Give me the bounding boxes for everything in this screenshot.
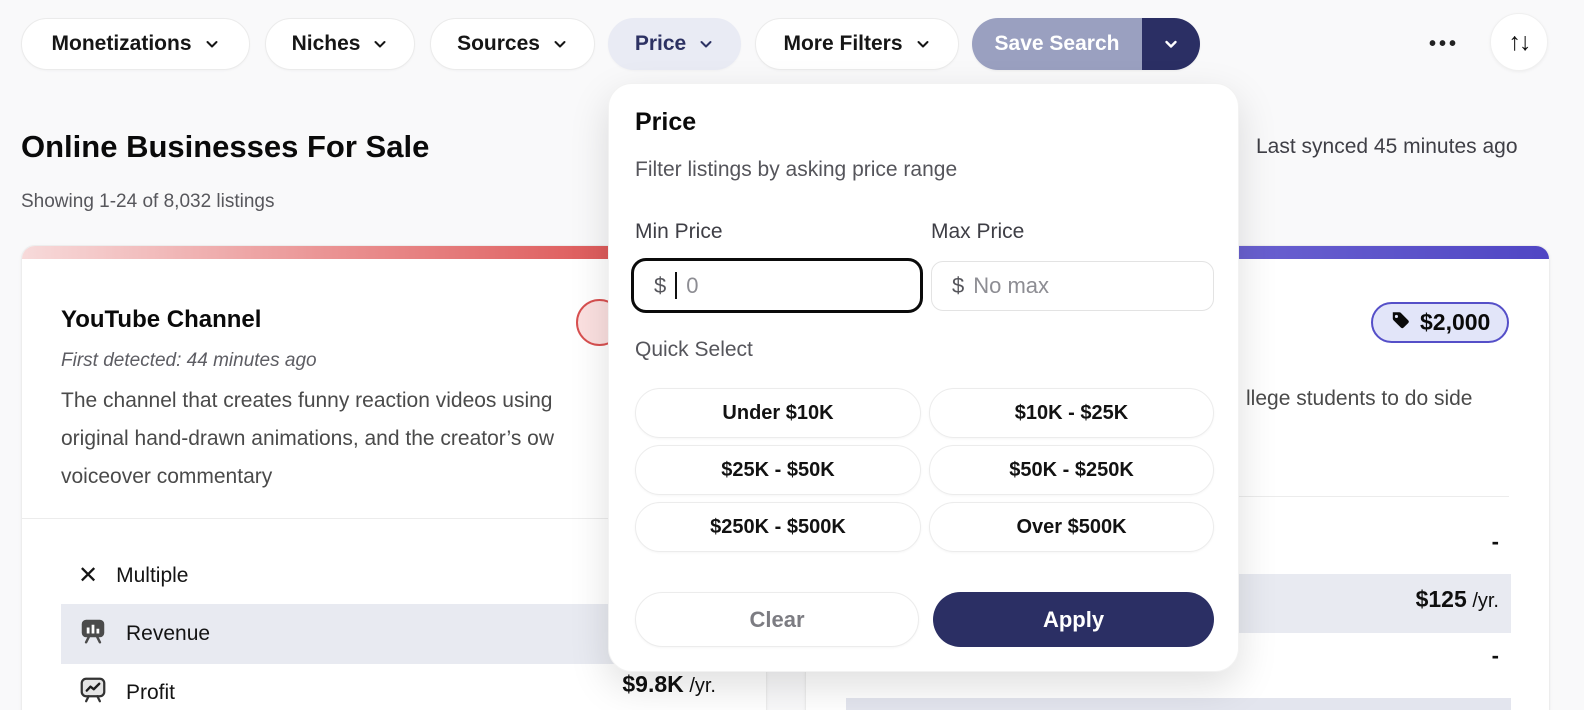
sort-arrows-icon: ↑↓ (1508, 27, 1532, 56)
save-search-split-button: Save Search (972, 18, 1200, 70)
filter-niches[interactable]: Niches (265, 18, 415, 70)
x-icon: ✕ (78, 562, 99, 589)
filter-label: More Filters (783, 32, 903, 55)
multiple-value: - (1491, 529, 1499, 554)
min-price-placeholder: 0 (686, 272, 699, 298)
quick-select-label: Quick Select (635, 338, 753, 361)
metric-label: Multiple (116, 564, 189, 587)
listing-description-line: original hand-drawn animations, and the … (61, 427, 555, 450)
profit-amount: $9.8K (622, 671, 684, 697)
quick-select-under-10k[interactable]: Under $10K (635, 388, 921, 438)
currency-prefix: $ (654, 272, 667, 298)
chevron-down-icon (372, 36, 388, 52)
filter-more-filters[interactable]: More Filters (755, 18, 959, 70)
metric-row-multiple: ✕ Multiple (78, 559, 188, 593)
text-cursor (675, 272, 678, 299)
quick-select-25k-50k[interactable]: $25K - $50K (635, 445, 921, 495)
metric-label: Revenue (126, 622, 211, 645)
listing-description-line: voiceover commentary (61, 465, 273, 488)
category-color-strip (22, 246, 766, 259)
chevron-down-icon (698, 36, 714, 52)
metric-row-highlight-partial (846, 698, 1511, 710)
divider (22, 518, 766, 519)
max-price-placeholder: No max (973, 273, 1050, 298)
first-detected-label: First detected: 44 minutes ago (61, 350, 317, 371)
popup-subtitle: Filter listings by asking price range (635, 158, 958, 181)
price-filter-popup: Price Filter listings by asking price ra… (608, 83, 1239, 672)
sort-button[interactable]: ↑↓ (1490, 13, 1548, 71)
filter-label: Sources (457, 32, 540, 55)
filter-monetizations[interactable]: Monetizations (21, 18, 250, 70)
profit-value: - (1491, 643, 1499, 668)
metric-row-revenue: Revenue (78, 617, 210, 651)
filter-label: Price (634, 32, 687, 55)
listing-title: YouTube Channel (61, 306, 262, 333)
price-tag-icon (1390, 310, 1411, 336)
max-price-input[interactable]: $ No max (931, 261, 1214, 311)
chevron-down-icon (1163, 36, 1179, 52)
popup-title: Price (635, 108, 697, 136)
save-search-button[interactable]: Save Search (972, 18, 1142, 70)
revenue-unit: /yr. (1466, 590, 1499, 612)
min-price-input[interactable]: $ 0 (631, 258, 923, 313)
asking-price-value: $2,000 (1420, 309, 1491, 335)
clear-button[interactable]: Clear (635, 592, 919, 647)
filter-sources[interactable]: Sources (430, 18, 595, 70)
filter-label: Monetizations (51, 32, 192, 55)
revenue-amount: $125 (1415, 586, 1467, 612)
profit-unit: /yr. (683, 675, 716, 697)
last-synced-status: Last synced 45 minutes ago (1256, 135, 1518, 158)
asking-price-badge: $2,000 (1371, 302, 1510, 343)
apply-button[interactable]: Apply (933, 592, 1214, 647)
min-price-label: Min Price (635, 220, 723, 243)
filter-price[interactable]: Price (608, 18, 741, 70)
quick-select-10k-25k[interactable]: $10K - $25K (929, 388, 1214, 438)
ellipsis-menu-button[interactable]: ••• (1418, 26, 1470, 62)
save-search-dropdown-button[interactable] (1142, 18, 1200, 70)
trend-line-icon (78, 675, 108, 710)
presentation-chart-icon (78, 616, 108, 652)
listing-description-line: The channel that creates funny reaction … (61, 389, 553, 412)
chevron-down-icon (915, 36, 931, 52)
page-title: Online Businesses For Sale (21, 129, 430, 164)
metric-label: Profit (126, 681, 176, 704)
quick-select-250k-500k[interactable]: $250K - $500K (635, 502, 921, 552)
currency-prefix: $ (952, 273, 965, 298)
filter-label: Niches (291, 32, 361, 55)
quick-select-over-500k[interactable]: Over $500K (929, 502, 1214, 552)
metric-row-profit: Profit (78, 676, 175, 710)
revenue-value: $125 /yr. (1416, 586, 1499, 613)
ellipsis-icon: ••• (1428, 32, 1459, 55)
listing-description-fragment: llege students to do side (1246, 387, 1473, 410)
results-summary: Showing 1-24 of 8,032 listings (21, 191, 275, 212)
chevron-down-icon (204, 36, 220, 52)
quick-select-50k-250k[interactable]: $50K - $250K (929, 445, 1214, 495)
chevron-down-icon (552, 36, 568, 52)
profit-value: $9.8K /yr. (622, 671, 716, 698)
max-price-label: Max Price (931, 220, 1025, 243)
